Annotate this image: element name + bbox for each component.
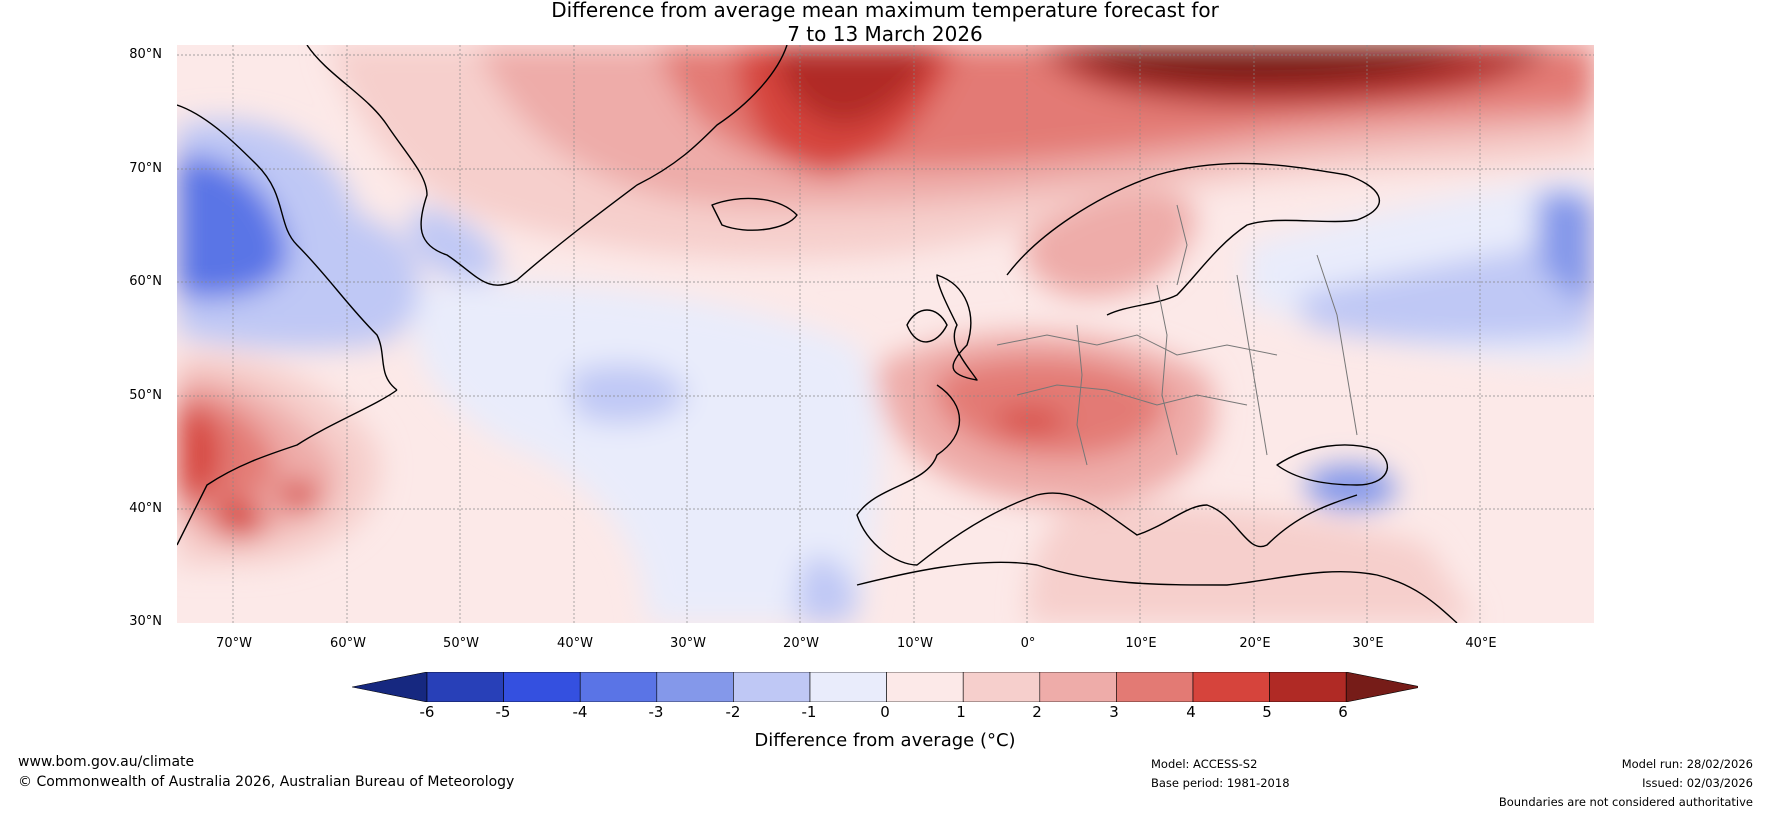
colorbar-tick-label: 0	[880, 703, 890, 721]
canada-coast	[177, 104, 398, 391]
colorbar-extend-min	[352, 672, 428, 702]
colorbar-segment	[1039, 672, 1117, 702]
warm-mediterranean-field	[1027, 502, 1477, 623]
colorbar-tick-label: 2	[1032, 703, 1042, 721]
footer-copyright: © Commonwealth of Australia 2026, Austra…	[18, 774, 515, 790]
lon-label-40e: 40°E	[1465, 636, 1497, 651]
colorbar-segment	[809, 672, 887, 702]
lon-label-40w: 40°W	[557, 636, 593, 651]
coastlines	[177, 45, 1458, 623]
colorbar-segment	[579, 672, 658, 702]
border-line-2	[1016, 384, 1248, 406]
very-hot-us-field	[177, 405, 220, 499]
iceland-coast	[711, 197, 798, 231]
colorbar-tick-label: -5	[495, 703, 511, 721]
footer-base-period: Base period: 1981-2018	[1151, 776, 1290, 790]
map-title: Difference from average mean maximum tem…	[0, 0, 1770, 46]
cooler-russia-field	[1297, 235, 1594, 342]
lon-label-10e: 10°E	[1125, 636, 1157, 651]
lon-label-10w: 10°W	[897, 636, 933, 651]
scandinavia-coast	[1006, 162, 1380, 316]
colorbar-segment	[656, 672, 734, 702]
colorbar-tick-label: -6	[419, 703, 435, 721]
colorbar-segment	[1192, 672, 1270, 702]
lat-label-30n: 30°N	[129, 614, 162, 629]
colorbar-segment	[426, 672, 504, 702]
forecast-map	[177, 45, 1594, 623]
colorbar-tick-label: -1	[801, 703, 817, 721]
black-sea-coast	[1276, 444, 1389, 486]
lon-label-30e: 30°E	[1352, 636, 1384, 651]
ireland-coast	[906, 309, 948, 343]
us-coast	[177, 389, 398, 546]
colorbar-tick-label: -4	[572, 703, 588, 721]
colorbar	[352, 672, 1418, 702]
cool-atlantic-field	[411, 282, 881, 623]
colorbar-segment	[1116, 672, 1194, 702]
colorbar-tick-label: 6	[1338, 703, 1348, 721]
lon-label-20w: 20°W	[783, 636, 819, 651]
border-line-7	[1176, 204, 1188, 286]
hot-alps-field	[997, 409, 1067, 433]
lon-label-0: 0°	[1020, 636, 1036, 651]
colorbar-tick-label: -2	[725, 703, 741, 721]
hot-atlantic-spot-2	[277, 481, 320, 509]
lat-label-70n: 70°N	[129, 161, 162, 176]
lon-label-60w: 60°W	[330, 636, 366, 651]
lon-label-20e: 20°E	[1239, 636, 1271, 651]
warm-scandinavia-field	[1024, 190, 1197, 297]
lat-label-80n: 80°N	[129, 47, 162, 62]
lat-label-60n: 60°N	[129, 274, 162, 289]
map-canvas	[177, 45, 1594, 623]
cool-patch-midatlantic	[567, 364, 687, 424]
footer-model: Model: ACCESS-S2	[1151, 757, 1258, 771]
cool-caspian-field	[1307, 464, 1397, 510]
lon-label-30w: 30°W	[670, 636, 706, 651]
title-line-2: 7 to 13 March 2026	[787, 22, 983, 46]
title-line-1: Difference from average mean maximum tem…	[551, 0, 1219, 22]
colorbar-segment	[733, 672, 811, 702]
europe-south-coast	[856, 384, 1358, 566]
colorbar-tick-label: 4	[1186, 703, 1196, 721]
colorbar-label: Difference from average (°C)	[754, 730, 1016, 751]
anomaly-fields	[177, 45, 1594, 623]
country-borders	[996, 204, 1358, 466]
colorbar-tick-label: 3	[1109, 703, 1119, 721]
hot-central-europe-field	[935, 357, 1167, 458]
colorbar-tick-label: -3	[648, 703, 664, 721]
footer-issued: Issued: 02/03/2026	[1642, 776, 1753, 790]
britain-coast	[936, 274, 978, 381]
lon-label-50w: 50°W	[443, 636, 479, 651]
north-africa-coast	[856, 561, 1458, 623]
border-line-1	[996, 334, 1278, 356]
lat-label-50n: 50°N	[129, 388, 162, 403]
colorbar-segments	[352, 672, 1418, 702]
hot-atlantic-spot	[214, 502, 265, 539]
colorbar-extend-max	[1345, 672, 1418, 702]
lat-label-40n: 40°N	[129, 501, 162, 516]
colorbar-segment	[886, 672, 964, 702]
footer-model-run: Model run: 28/02/2026	[1621, 757, 1753, 771]
cool-greenland-south-field	[407, 205, 499, 282]
colorbar-tick-label: 5	[1262, 703, 1272, 721]
very-hot-greenland-sea-field	[777, 45, 937, 125]
footer-disclaimer: Boundaries are not considered authoritat…	[1498, 795, 1753, 809]
cool-morocco-field	[797, 555, 857, 623]
border-line-5	[1236, 274, 1268, 456]
colorbar-segment	[962, 672, 1041, 702]
colorbar-segment	[503, 672, 581, 702]
cold-russia-field	[1537, 190, 1594, 305]
border-line-3	[1076, 324, 1088, 466]
border-line-6	[1316, 254, 1358, 436]
greenland-coast	[306, 45, 788, 286]
extreme-barents-field	[1077, 45, 1477, 84]
border-line-4	[1156, 284, 1178, 456]
footer-url: www.bom.gov.au/climate	[18, 754, 195, 770]
colorbar-tick-label: 1	[956, 703, 966, 721]
colorbar-segment	[1269, 672, 1347, 702]
cold-baffin-field	[177, 155, 289, 298]
graticule	[177, 45, 1594, 623]
lon-label-70w: 70°W	[216, 636, 252, 651]
